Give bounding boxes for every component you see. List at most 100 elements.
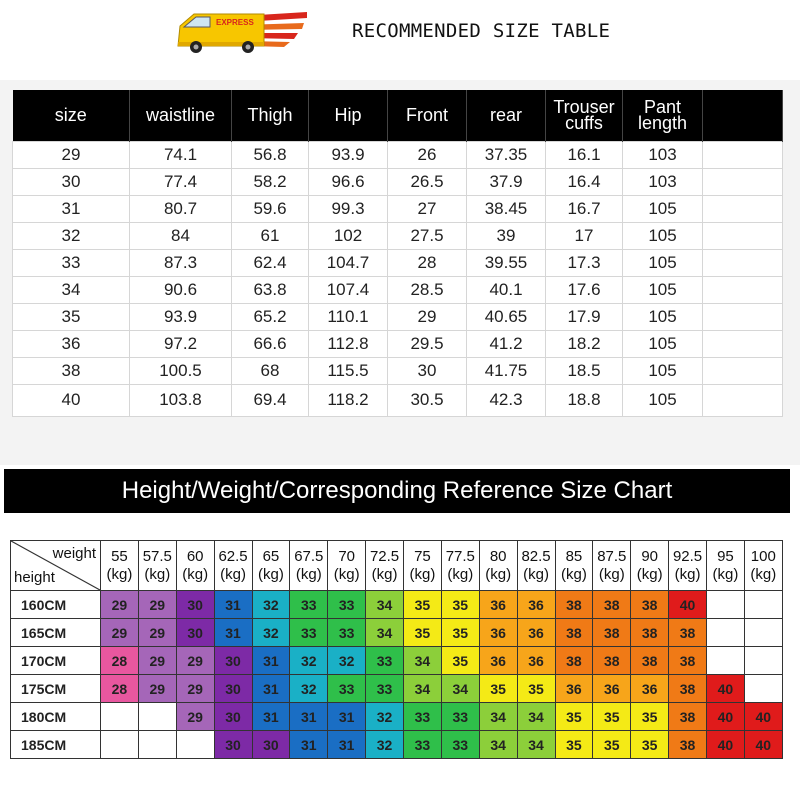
table-row: 175CM 28 29 29 30 31 32 33 33 34 34 35 35 36 36 36 38 40 <box>10 674 783 703</box>
size-table-cell: 90.6 <box>129 275 232 304</box>
size-cell: 31 <box>289 730 329 759</box>
weight-header-cell: 75 (kg) <box>403 540 442 591</box>
table-row: 40 103.8 69.4 118.2 30.5 42.3 18.8 105 <box>12 383 783 417</box>
size-cell: 38 <box>592 646 632 675</box>
weight-unit: (kg) <box>295 565 322 583</box>
size-cell: 36 <box>478 646 518 675</box>
size-chart-banner: Height/Weight/Corresponding Reference Si… <box>4 469 790 513</box>
size-cell <box>706 646 745 675</box>
weight-header-cell: 87.5 (kg) <box>592 540 632 591</box>
size-cell: 32 <box>289 646 329 675</box>
weight-value: 100 <box>750 547 776 565</box>
size-table-cell: 27.5 <box>387 221 467 250</box>
height-label: 170CM <box>10 646 101 675</box>
weight-header-cell: 90 (kg) <box>630 540 670 591</box>
size-cell <box>175 730 215 759</box>
size-table-cell: 63.8 <box>231 275 309 304</box>
weight-value: 82.5 <box>521 547 551 565</box>
size-table-cell: 27 <box>387 194 467 223</box>
size-table-cell: 17 <box>545 221 623 250</box>
size-cell: 31 <box>213 618 253 647</box>
truck-badge-text: EXPRESS <box>216 18 254 27</box>
size-cell: 29 <box>137 646 177 675</box>
weight-unit: (kg) <box>106 565 133 583</box>
table-row: 31 80.7 59.6 99.3 27 38.45 16.7 105 <box>12 194 783 223</box>
size-table-cell: 37.35 <box>466 140 546 169</box>
size-table-cell: 61 <box>231 221 309 250</box>
size-table-cell: 34 <box>12 275 130 304</box>
size-cell: 33 <box>327 674 367 703</box>
size-cell: 33 <box>365 646 404 675</box>
corner-height-label: height <box>14 569 55 586</box>
weight-unit: (kg) <box>333 565 360 583</box>
weight-header-cell: 65 (kg) <box>251 540 291 591</box>
size-cell: 31 <box>251 674 291 703</box>
height-label: 160CM <box>10 590 101 619</box>
size-cell: 33 <box>289 618 329 647</box>
size-cell: 35 <box>403 590 442 619</box>
size-cell: 38 <box>554 646 594 675</box>
size-cell: 38 <box>592 590 632 619</box>
size-cell: 35 <box>440 646 480 675</box>
size-table-cell: 68 <box>231 356 309 385</box>
size-table-cell: 84 <box>129 221 232 250</box>
size-table-cell: 30.5 <box>387 383 467 417</box>
size-table-cell: 77.4 <box>129 167 232 196</box>
corner-weight-label: weight <box>52 545 96 562</box>
size-table-cell: 16.7 <box>545 194 623 223</box>
weight-header-cell: 70 (kg) <box>327 540 367 591</box>
size-table-cell: 118.2 <box>308 383 388 417</box>
size-table-cell: 105 <box>622 329 703 358</box>
weight-unit: (kg) <box>485 565 512 583</box>
size-cell: 32 <box>365 730 404 759</box>
size-cell: 29 <box>137 618 177 647</box>
size-cell: 31 <box>213 590 253 619</box>
height-label: 180CM <box>10 702 101 731</box>
size-cell: 38 <box>668 646 707 675</box>
size-cell <box>743 618 783 647</box>
weight-value: 92.5 <box>672 547 703 565</box>
weight-unit: (kg) <box>712 565 739 583</box>
weight-value: 90 <box>641 547 659 565</box>
size-cell: 40 <box>743 730 783 759</box>
table-row: 185CM 30 30 31 31 32 33 33 34 34 35 35 35 38 40 40 <box>10 730 783 759</box>
size-cell: 30 <box>213 646 253 675</box>
size-cell: 40 <box>706 702 745 731</box>
size-cell: 30 <box>213 730 253 759</box>
size-table-cell: 26 <box>387 140 467 169</box>
size-table-cell: 28.5 <box>387 275 467 304</box>
size-cell: 34 <box>365 618 404 647</box>
size-table-cell: 69.4 <box>231 383 309 417</box>
size-cell: 28 <box>100 646 139 675</box>
weight-header-cell: 80 (kg) <box>478 540 518 591</box>
size-cell: 35 <box>554 702 594 731</box>
size-cell: 38 <box>668 702 707 731</box>
size-cell <box>706 618 745 647</box>
size-table-cell: 37.9 <box>466 167 546 196</box>
weight-header-cell: 95 (kg) <box>706 540 745 591</box>
size-cell: 30 <box>213 702 253 731</box>
size-cell: 32 <box>251 590 291 619</box>
size-cell: 34 <box>403 674 442 703</box>
size-col-header: Trouser cuffs <box>545 90 623 141</box>
size-cell: 40 <box>743 702 783 731</box>
size-cell: 34 <box>478 730 518 759</box>
size-table-cell: 41.2 <box>466 329 546 358</box>
weight-header-cell: 67.5 (kg) <box>289 540 329 591</box>
size-table-spacer-cell <box>702 167 783 196</box>
size-cell: 34 <box>516 702 556 731</box>
size-cell: 34 <box>403 646 442 675</box>
size-table-cell: 105 <box>622 356 703 385</box>
weight-unit: (kg) <box>144 565 171 583</box>
size-cell: 31 <box>327 702 367 731</box>
height-weight-body: 160CM 29 29 30 31 32 33 33 34 35 35 36 36 38 38 38 40 165… <box>10 590 783 759</box>
size-cell: 29 <box>100 618 139 647</box>
size-cell: 29 <box>100 590 139 619</box>
size-table-cell: 28 <box>387 248 467 277</box>
size-table-cell: 104.7 <box>308 248 388 277</box>
weight-unit: (kg) <box>561 565 587 583</box>
size-table-cell: 59.6 <box>231 194 309 223</box>
size-table-spacer-cell <box>702 383 783 417</box>
table-row: 33 87.3 62.4 104.7 28 39.55 17.3 105 <box>12 248 783 277</box>
size-cell: 36 <box>516 618 556 647</box>
